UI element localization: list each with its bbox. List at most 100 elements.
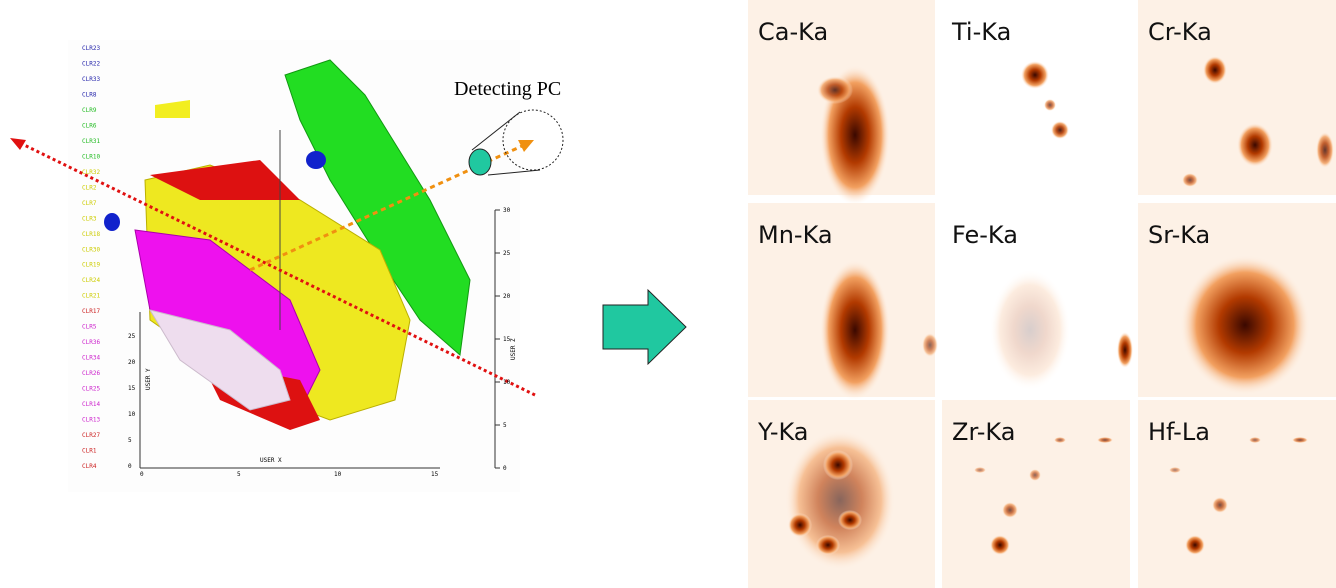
intensity-blob [820, 260, 890, 400]
transform-arrow [603, 290, 686, 364]
intensity-blob [1029, 469, 1041, 481]
page: Detecting PC USER X USER Y USER Z CLR23 C… [0, 0, 1336, 588]
intensity-blob [1203, 56, 1227, 84]
cluster-label: CLR6 [82, 122, 97, 129]
axis-label: USER Y [145, 368, 152, 390]
cluster-label: CLR18 [82, 231, 100, 238]
cluster-label: CLR2 [82, 184, 97, 191]
cluster-label: CLR17 [82, 308, 100, 315]
figure: Detecting PC USER X USER Y USER Z CLR23 C… [0, 0, 1336, 588]
cluster-label: CLR14 [82, 401, 100, 408]
y-tick-label: 5 [128, 437, 132, 444]
element-map: Y-Ka [748, 400, 935, 588]
intensity-blob [1180, 255, 1310, 395]
intensity-blob [922, 333, 938, 357]
cluster-label: CLR30 [82, 246, 100, 253]
z-tick-label: 30 [503, 207, 511, 214]
cluster-label: CLR23 [82, 45, 100, 52]
intensity-blob [1002, 502, 1018, 518]
y-tick-label: 10 [128, 411, 136, 418]
intensity-blob [1182, 173, 1198, 187]
detector-label: Detecting PC [454, 78, 561, 100]
y-tick-label: 0 [128, 463, 132, 470]
panel-label: Y-Ka [757, 418, 809, 446]
intensity-blob [1097, 437, 1113, 443]
cluster-label: CLR5 [82, 324, 97, 331]
intensity-blob [788, 513, 812, 537]
cluster-label: CLR33 [82, 76, 100, 83]
intensity-blob [817, 76, 853, 104]
z-tick-label: 10 [503, 379, 511, 386]
3d-cluster-plot: Detecting PC USER X USER Y USER Z CLR23 C… [10, 40, 563, 492]
cluster-label: CLR25 [82, 386, 100, 393]
panel-label: Hf-La [1148, 418, 1210, 446]
cluster-label: CLR36 [82, 339, 100, 346]
intensity-blob [1021, 61, 1049, 89]
x-tick-label: 5 [237, 471, 241, 478]
intensity-blob [990, 535, 1010, 555]
intensity-blob [974, 467, 986, 473]
element-map: Fe-Ka [942, 203, 1133, 397]
cluster-label: CLR22 [82, 60, 100, 67]
axis-label: USER X [260, 457, 282, 464]
cluster-label: CLR9 [82, 107, 97, 114]
z-tick-label: 0 [503, 465, 507, 472]
element-map: Ti-Ka [942, 0, 1130, 195]
panel-label: Sr-Ka [1148, 221, 1210, 249]
intensity-blob [1185, 535, 1205, 555]
element-map: Mn-Ka [748, 203, 938, 400]
intensity-blob [1316, 132, 1334, 168]
detector [469, 149, 491, 175]
cluster-label: CLR13 [82, 417, 100, 424]
x-tick-label: 10 [334, 471, 342, 478]
intensity-blob [823, 450, 853, 480]
y-tick-label: 20 [128, 359, 136, 366]
intensity-blob [1169, 467, 1181, 473]
panel-label: Zr-Ka [952, 418, 1015, 446]
panel-label: Cr-Ka [1148, 18, 1212, 46]
intensity-blob [838, 510, 862, 530]
cluster-label: CLR21 [82, 293, 100, 300]
cluster-label: CLR31 [82, 138, 100, 145]
cluster-label: CLR27 [82, 432, 100, 439]
blue-cluster [104, 213, 120, 231]
z-tick-label: 5 [503, 422, 507, 429]
axis-label: USER Z [510, 338, 517, 360]
cluster-label: CLR26 [82, 370, 100, 377]
intensity-blob [1117, 332, 1133, 368]
z-tick-label: 20 [503, 293, 511, 300]
cluster-label: CLR24 [82, 277, 100, 284]
arrow-head [10, 138, 26, 150]
z-tick-label: 15 [503, 336, 511, 343]
element-map: Zr-Ka [942, 400, 1130, 588]
cluster-label: CLR4 [82, 463, 97, 470]
element-map: Hf-La [1138, 400, 1336, 588]
cluster-label: CLR8 [82, 91, 97, 98]
intensity-blob [816, 535, 840, 555]
intensity-blob [1292, 437, 1308, 443]
element-map: Cr-Ka [1138, 0, 1336, 195]
cluster-label: CLR7 [82, 200, 97, 207]
panel-label: Ca-Ka [758, 18, 828, 46]
cluster-label: CLR1 [82, 448, 97, 455]
panel-label: Ti-Ka [951, 18, 1011, 46]
x-tick-label: 15 [431, 471, 439, 478]
y-tick-label: 25 [128, 333, 136, 340]
element-map: Sr-Ka [1138, 203, 1336, 397]
intensity-blob [1249, 437, 1261, 443]
intensity-blob [1054, 437, 1066, 443]
intensity-blob [990, 270, 1070, 390]
panel-label: Fe-Ka [952, 221, 1018, 249]
intensity-blob [1212, 497, 1228, 513]
cluster-label: CLR32 [82, 169, 100, 176]
blue-cluster [306, 151, 326, 169]
intensity-blob [1051, 121, 1069, 139]
cluster-label: CLR34 [82, 355, 100, 362]
cluster-label: CLR10 [82, 153, 100, 160]
cluster-label: CLR19 [82, 262, 100, 269]
panel-label: Mn-Ka [758, 221, 833, 249]
cluster-label: CLR3 [82, 215, 97, 222]
z-tick-label: 25 [503, 250, 511, 257]
element-map: Ca-Ka [748, 0, 935, 205]
y-tick-label: 15 [128, 385, 136, 392]
